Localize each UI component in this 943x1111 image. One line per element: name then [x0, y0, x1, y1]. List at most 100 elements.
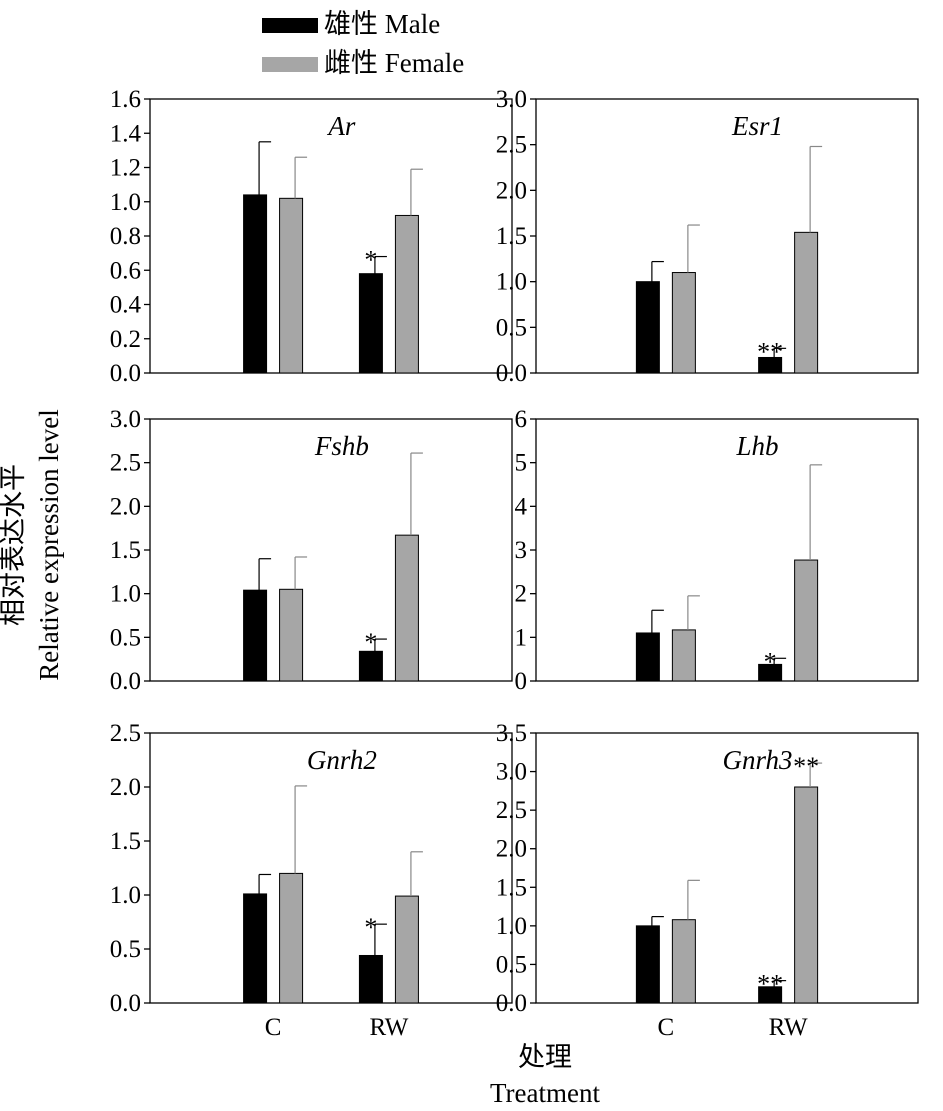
bar-male-c	[243, 893, 268, 1004]
x-tick-label: RW	[369, 1014, 408, 1041]
y-tick-label: 3.0	[496, 759, 527, 786]
y-tick-label: 1.0	[110, 882, 141, 909]
y-axis-title: 相对表达水平 Relative expression level	[0, 409, 64, 680]
y-tick-label: 0.6	[110, 257, 141, 284]
x-tick-label: C	[265, 1014, 282, 1041]
significance-marker: **	[757, 337, 783, 366]
panel-title: Esr1	[731, 111, 783, 141]
panel-title: Ar	[326, 111, 355, 141]
bar-female-rw	[394, 895, 419, 1004]
bar-male-rw	[358, 650, 383, 682]
x-axis-title-en: Treatment	[490, 1078, 600, 1108]
y-tick-label: 0.0	[110, 360, 141, 387]
y-tick-label: 3.0	[496, 86, 527, 113]
y-tick-label: 0.5	[110, 624, 141, 651]
bar-female-c	[279, 588, 304, 682]
y-tick-label: 2.5	[110, 450, 141, 477]
y-tick-label: 2	[515, 581, 528, 608]
bar-male-rw	[358, 954, 383, 1004]
panel-title: Lhb	[736, 431, 779, 461]
y-axis-title-zh: 相对表达水平	[0, 464, 28, 626]
panel-title: Fshb	[314, 431, 369, 461]
y-tick-label: 2.0	[110, 493, 141, 520]
y-tick-label: 2.0	[496, 836, 527, 863]
y-tick-label: 5	[515, 450, 528, 477]
y-tick-label: 0.4	[110, 292, 142, 319]
bar-female-rw	[794, 559, 819, 682]
significance-marker: **	[757, 970, 783, 999]
y-tick-label: 0.0	[110, 990, 141, 1017]
y-tick-label: 2.0	[110, 774, 141, 801]
y-tick-label: 2.5	[496, 797, 527, 824]
plot-frame	[535, 418, 919, 682]
y-tick-label: 0.0	[110, 668, 141, 695]
y-tick-label: 0.0	[496, 360, 527, 387]
bar-male-rw	[758, 986, 783, 1004]
panels: 0.0 0.2 0.4 0.6 0.8 1.0 1.2 1.4 1.6 Ar * 0.0 0.5 1.0 1…	[110, 86, 919, 1041]
bar-male-c	[243, 589, 268, 682]
y-tick-label: 3.5	[496, 720, 527, 747]
y-tick-label: 0.5	[110, 936, 141, 963]
panel-title: Gnrh3	[723, 745, 793, 775]
significance-marker: *	[364, 913, 377, 942]
bar-male-rw	[758, 356, 783, 374]
bar-male-rw	[758, 663, 783, 682]
x-tick-label: RW	[769, 1014, 808, 1041]
bar-female-c	[671, 919, 696, 1004]
legend-female-label: 雌性 Female	[324, 48, 464, 78]
y-axis-title-en: Relative expression level	[34, 409, 64, 680]
bar-male-c	[635, 281, 660, 374]
y-tick-label: 0	[515, 668, 528, 695]
bar-female-rw	[794, 786, 819, 1004]
panel-fshb: 0.0 0.5 1.0 1.5 2.0 2.5 3.0 Fshb *	[110, 406, 513, 695]
y-tick-label: 0.5	[496, 314, 527, 341]
bar-female-rw	[394, 534, 419, 682]
bar-male-c	[635, 632, 660, 682]
x-tick-label: C	[658, 1014, 675, 1041]
y-tick-label: 4	[515, 493, 528, 520]
bar-female-rw	[794, 231, 819, 374]
y-tick-label: 0.2	[110, 326, 141, 353]
bar-female-c	[279, 197, 304, 374]
bar-female-rw	[394, 214, 419, 374]
panel-esr1: 0.0 0.5 1.0 1.5 2.0 2.5 3.0 Esr1 **	[496, 86, 919, 387]
y-tick-label: 2.0	[496, 177, 527, 204]
legend-male-swatch	[262, 18, 318, 33]
y-tick-label: 1.6	[110, 86, 141, 113]
y-tick-label: 1.4	[110, 120, 142, 147]
significance-marker: *	[764, 647, 777, 676]
y-tick-label: 1.0	[110, 189, 141, 216]
bar-female-c	[279, 872, 304, 1004]
y-tick-label: 6	[515, 406, 528, 433]
bar-male-c	[635, 925, 660, 1004]
bar-male-c	[243, 194, 268, 374]
x-axis-title-zh: 处理	[518, 1042, 572, 1072]
y-tick-label: 3	[515, 537, 528, 564]
panel-ar: 0.0 0.2 0.4 0.6 0.8 1.0 1.2 1.4 1.6 Ar *	[110, 86, 513, 387]
bar-male-rw	[358, 273, 383, 374]
legend-male-label: 雄性 Male	[324, 9, 440, 39]
plot-frame	[535, 98, 919, 374]
significance-marker: *	[364, 628, 377, 657]
legend: 雄性 Male 雌性 Female	[262, 9, 464, 78]
y-tick-label: 1.0	[496, 269, 527, 296]
plot-frame	[149, 732, 513, 1004]
y-tick-label: 1.0	[110, 581, 141, 608]
panel-title: Gnrh2	[307, 745, 377, 775]
plot-frame	[535, 732, 919, 1004]
y-tick-label: 3.0	[110, 406, 141, 433]
y-tick-label: 0.8	[110, 223, 141, 250]
y-tick-label: 1.5	[110, 537, 141, 564]
y-tick-label: 1	[515, 624, 528, 651]
y-tick-label: 1.0	[496, 913, 527, 940]
legend-female-swatch	[262, 57, 318, 72]
bar-female-c	[671, 272, 696, 374]
y-tick-label: 1.2	[110, 155, 141, 182]
significance-marker: **	[793, 752, 819, 781]
y-tick-label: 2.5	[496, 132, 527, 159]
y-tick-label: 0.0	[496, 990, 527, 1017]
panel-lhb: 0 1 2 3 4 5 6 Lhb *	[515, 406, 919, 695]
y-tick-label: 1.5	[110, 828, 141, 855]
